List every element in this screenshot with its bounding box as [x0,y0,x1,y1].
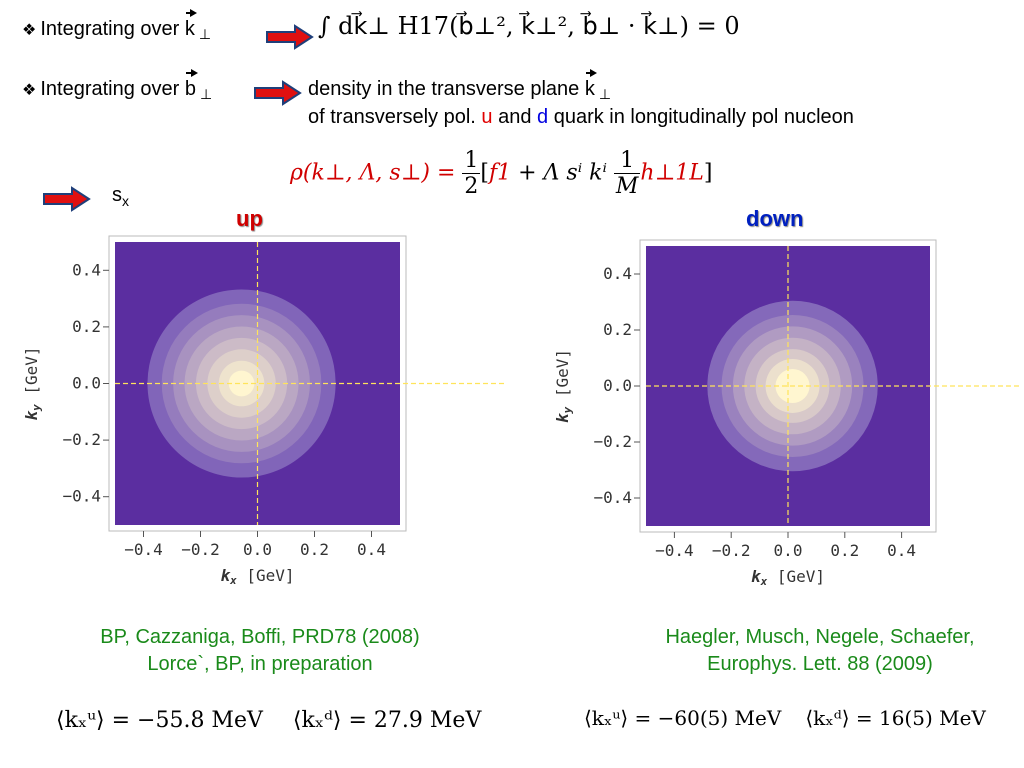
y-tick-label: 0.0 [603,376,632,395]
mean-d: ⟨kₓᵈ⟩ = 27.9 MeV [292,708,482,733]
reference-line: BP, Cazzaniga, Boffi, PRD78 (2008) [100,626,420,648]
down-reference: Haegler, Musch, Negele, Schaefer, Europh… [600,624,1024,678]
up-title: up [236,206,263,231]
density-text: of transversely pol. [308,106,482,128]
y-tick-label: −0.2 [593,432,632,451]
bracket: ] [703,160,713,186]
right-arrow-icon [43,186,91,212]
reference-line: Europhys. Lett. 88 (2009) [707,653,933,675]
right-arrow-icon [254,80,302,106]
bullet-text: Integrating over [40,18,185,40]
down-title: down [746,206,804,231]
bracket: [ [480,160,489,186]
y-tick-label: 0.4 [72,260,101,279]
right-arrow-icon [266,24,314,50]
vector-b: b [184,69,199,100]
y-axis-label: ky [GeV] [553,349,574,423]
x-tick-label: 0.4 [887,541,916,560]
density-line-1: density in the transverse plane k ⊥ [308,69,612,103]
density-text: density in the transverse plane [308,78,585,100]
mean-u: ⟨kₓᵘ⟩ = −55.8 MeV [56,708,263,733]
bullet-integrate-k: ❖ Integrating over k ⊥ [22,9,212,43]
y-tick-label: 0.4 [603,264,632,283]
u-quark-label: u [481,106,493,128]
x-tick-label: 0.0 [243,540,272,559]
mean-u: ⟨kₓᵘ⟩ = −60(5) MeV [584,706,782,730]
h-term: h⊥1L [640,160,704,186]
x-tick-label: 0.4 [357,540,386,559]
x-tick-label: −0.4 [124,540,163,559]
density-text: quark in longitudinally pol nucleon [548,106,854,128]
vector-k: k [584,69,597,100]
x-axis-label: kx [GeV] [220,566,294,587]
x-tick-label: 0.0 [774,541,803,560]
y-tick-label: 0.0 [72,374,101,393]
formula-mid: + Λ sⁱ kⁱ [511,160,614,186]
vector-k: k [184,9,197,40]
integral-formula: ∫ dk⃗⊥ H17(b⃗⊥², k⃗⊥², b⃗⊥ · k⃗⊥) = 0 [318,12,740,40]
x-tick-label: 0.2 [830,541,859,560]
perp-subscript: ⊥ [598,86,612,102]
x-tick-label: −0.4 [655,541,694,560]
mean-d: ⟨kₓᵈ⟩ = 16(5) MeV [805,706,986,730]
bullet-text: Integrating over [40,78,185,100]
diamond-bullet-icon: ❖ [22,20,37,39]
y-tick-label: −0.4 [62,487,101,506]
d-quark-label: d [537,106,549,128]
x-tick-label: 0.2 [300,540,329,559]
down-mean-values: ⟨kₓᵘ⟩ = −60(5) MeV ⟨kₓᵈ⟩ = 16(5) MeV [584,706,986,730]
fraction-numerator: 1 [462,148,481,174]
y-tick-label: 0.2 [72,317,101,336]
formula-lhs: ρ(k⊥, Λ, s⊥) = [290,160,463,186]
reference-line: Lorce`, BP, in preparation [147,653,373,675]
y-axis-label: ky [GeV] [22,346,43,420]
density-text: and [492,106,538,128]
x-tick-label: −0.2 [181,540,220,559]
up-density-plot: −0.4 −0.2 0.0 0.2 0.4 0.4 0.2 0.0 −0.2 −0.4 kx [Ge… [22,235,506,587]
y-tick-label: −0.2 [62,430,101,449]
reference-line: Haegler, Musch, Negele, Schaefer, [665,626,975,648]
perp-subscript: ⊥ [200,86,213,102]
fraction-denominator: 2 [464,174,479,199]
f1-term: f1 [488,160,512,186]
up-mean-values: ⟨kₓᵘ⟩ = −55.8 MeV ⟨kₓᵈ⟩ = 27.9 MeV [56,708,481,733]
density-line-2: of transversely pol. u and d quark in lo… [308,106,854,129]
down-density-plot: −0.4 −0.2 0.0 0.2 0.4 0.4 0.2 0.0 −0.2 −0.4 kx [Ge… [553,239,1020,588]
fraction-numerator: 1 [613,148,641,174]
diamond-bullet-icon: ❖ [22,80,37,99]
contour-ring [228,370,255,397]
fraction-denominator: M [615,174,639,199]
spin-label: sx [112,184,129,209]
x-axis-label: kx [GeV] [751,567,825,588]
bullet-integrate-b: ❖ Integrating over b ⊥ [22,69,213,103]
x-tick-label: −0.2 [712,541,751,560]
y-tick-label: −0.4 [593,488,632,507]
perp-subscript: ⊥ [198,26,212,42]
spin-letter: s [112,184,122,206]
spin-subscript: x [122,193,129,209]
y-tick-label: 0.2 [603,320,632,339]
up-reference: BP, Cazzaniga, Boffi, PRD78 (2008) Lorce… [40,624,480,678]
